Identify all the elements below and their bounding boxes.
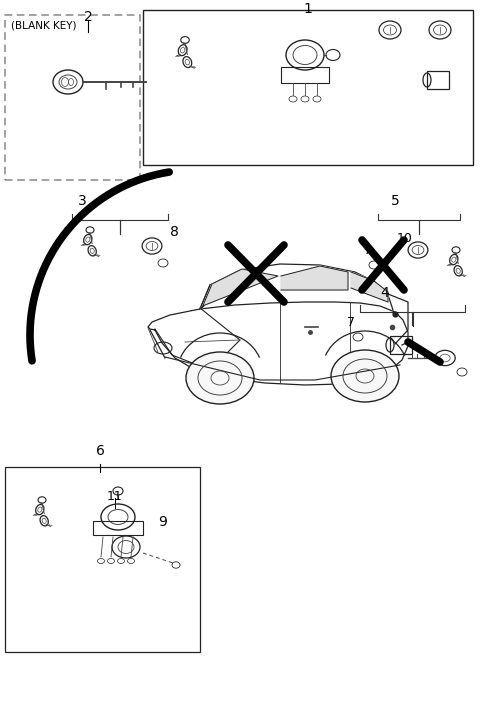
Bar: [281, 67, 329, 83]
Text: 7: 7: [364, 243, 372, 256]
Polygon shape: [351, 272, 388, 302]
Text: 1: 1: [303, 2, 312, 16]
FancyBboxPatch shape: [5, 15, 140, 180]
Bar: [143, 10, 473, 165]
Ellipse shape: [331, 350, 399, 402]
Text: 9: 9: [158, 515, 167, 529]
Text: 10: 10: [397, 232, 413, 245]
Text: 6: 6: [96, 444, 105, 458]
Text: 8: 8: [170, 225, 179, 239]
Text: 7: 7: [347, 315, 355, 328]
Bar: [5, 467, 200, 652]
Bar: [93, 521, 143, 535]
Text: 4: 4: [381, 286, 389, 300]
Polygon shape: [281, 266, 348, 290]
Ellipse shape: [186, 352, 254, 404]
Text: 5: 5: [391, 194, 399, 208]
Text: 11: 11: [107, 490, 123, 503]
Bar: [390, 336, 412, 354]
Text: 2: 2: [84, 10, 92, 24]
Text: 3: 3: [78, 194, 86, 208]
Polygon shape: [200, 269, 278, 309]
Bar: [427, 71, 449, 89]
Text: (BLANK KEY): (BLANK KEY): [11, 21, 76, 31]
